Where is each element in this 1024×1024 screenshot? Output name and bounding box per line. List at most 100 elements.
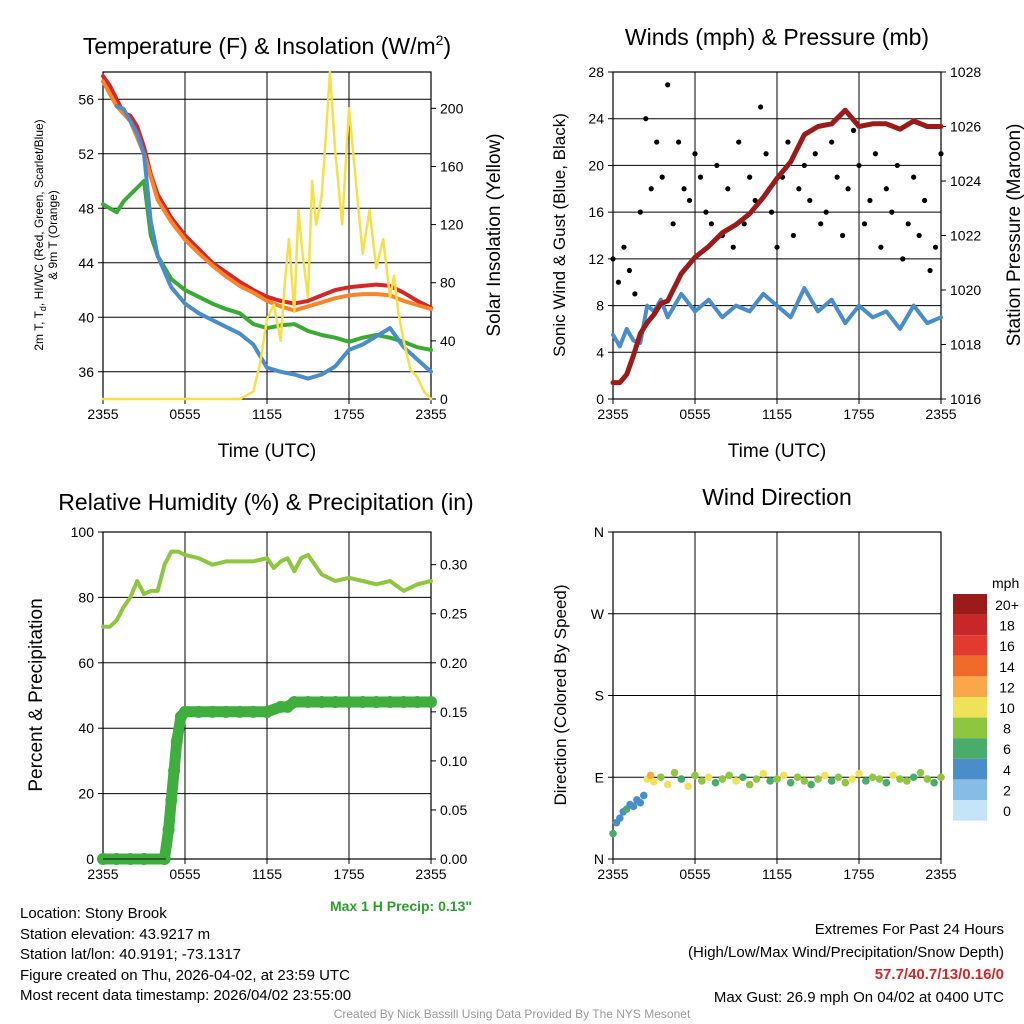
p3-y2-tick-label: 0.25 — [440, 606, 467, 622]
p4-direction-point — [930, 778, 938, 787]
p4-direction-point — [814, 775, 822, 783]
p2-frame — [612, 71, 942, 400]
p2-gust-point — [911, 174, 917, 180]
p2-gust-point — [856, 162, 862, 169]
p4-legend-swatch — [953, 717, 987, 739]
p4-direction-point — [827, 777, 836, 785]
p4-direction-point — [759, 769, 768, 778]
p4-legend-swatch — [953, 697, 987, 718]
p1-y-tick-label: 36 — [78, 364, 94, 380]
p1-x-tick-label: 0555 — [169, 406, 200, 422]
p2-y2-tick-label: 1018 — [950, 337, 981, 353]
extremes-subtitle: (High/Low/Max Wind/Precipitation/Snow De… — [688, 943, 1004, 961]
p3-y2-tick-label: 0.00 — [440, 851, 467, 867]
p4-direction-point — [841, 778, 850, 787]
p2-gust-point — [692, 151, 698, 157]
p3-frame — [102, 531, 432, 860]
p2-gust-point — [894, 162, 900, 169]
p4-direction-point — [639, 791, 648, 800]
p2-gust-point — [626, 267, 633, 274]
p2-gust-point — [905, 221, 911, 227]
p2-gust-point — [703, 209, 709, 215]
p2-gust-point — [747, 174, 753, 180]
p2-x-tick-label: 1755 — [843, 406, 874, 422]
p2-gust-point — [681, 186, 687, 192]
p4-legend-label: 14 — [999, 659, 1015, 675]
p1-frame — [102, 71, 432, 400]
p2-gust-point — [686, 197, 693, 204]
p3-precip-point — [425, 696, 437, 709]
p2-gust-point — [932, 244, 939, 250]
p4-direction-point — [629, 802, 638, 811]
p4-direction-point — [745, 780, 754, 789]
p4-direction-point — [773, 775, 781, 783]
p4-legend-label: 2 — [1003, 782, 1011, 798]
p2-gust-point — [823, 209, 829, 215]
p1-y2-tick-label: 0 — [440, 391, 448, 407]
p2-y2-tick-label: 1024 — [950, 173, 981, 189]
p2-gust-point — [621, 244, 627, 250]
p4-legend-swatch — [953, 738, 987, 759]
p4-direction-point — [663, 780, 672, 789]
p2-gust-point — [758, 104, 764, 110]
p3-max-precip-label: Max 1 H Precip: 0.13" — [330, 898, 472, 914]
p4-legend-label: 4 — [1003, 762, 1011, 778]
p2-gust-point — [659, 174, 665, 180]
p2-gust-point — [670, 221, 676, 227]
p1-ylabel-rest: , HI/WC (Red, Green, Scarlet/Blue) — [32, 119, 46, 306]
p1-x-tick-label: 1155 — [252, 406, 282, 422]
p2-series-0 — [611, 286, 943, 349]
p2-gust-point — [785, 139, 791, 145]
p1-y-tick-label: 40 — [78, 309, 94, 325]
p4-direction-point — [636, 798, 645, 807]
p2-x-tick-label: 0555 — [679, 406, 710, 422]
p3-x-tick-label: 0555 — [169, 866, 200, 882]
p3-precip-point — [165, 794, 178, 807]
p2-y-tick-label: 20 — [588, 157, 604, 173]
p2-y-tick-label: 28 — [588, 64, 604, 80]
p4-direction-point — [896, 775, 904, 783]
p3-precip-point — [356, 696, 369, 709]
p1-y-tick-label: 52 — [78, 146, 94, 162]
p4-direction-point — [691, 771, 699, 780]
p4-direction-point — [923, 775, 932, 783]
p4-legend-swatch — [953, 614, 987, 636]
p1-series-0 — [101, 74, 433, 310]
p2-gust-point — [643, 116, 649, 122]
p2-gust-point — [850, 127, 857, 133]
p4-y-tick-label: W — [591, 606, 605, 622]
p4-direction-point — [646, 771, 655, 780]
p4-y-tick-label: N — [594, 851, 604, 867]
p2-y-tick-label: 24 — [588, 111, 604, 127]
p3-precip-point — [220, 705, 232, 718]
extremes-values: 57.7/40.7/13/0.16/0 — [874, 966, 1004, 983]
p4-direction-point — [821, 771, 829, 780]
p2-gust-point — [714, 162, 720, 169]
p2-gust-point — [637, 209, 643, 215]
p2-gust-point — [697, 174, 704, 180]
p2-gust-point — [922, 197, 928, 204]
p3-precip-point — [397, 696, 410, 709]
p2-gust-point — [883, 186, 889, 192]
p1-series-1 — [101, 79, 433, 313]
p2-gust-point — [801, 162, 807, 169]
p3-series-0 — [101, 549, 433, 629]
p4-legend-label: 8 — [1003, 721, 1011, 737]
p2-gust-point — [845, 186, 851, 192]
p4-legend-label: 12 — [999, 679, 1015, 695]
p2-y-tick-label: 8 — [596, 298, 604, 314]
p4-direction-point — [752, 775, 761, 783]
p4-direction-point — [882, 778, 891, 787]
p3-precip-point — [411, 696, 424, 709]
p3-x-tick-label: 2355 — [415, 866, 446, 882]
p3-x-tick-label: 2355 — [87, 866, 118, 882]
p4-y-tick-label: S — [595, 688, 604, 704]
p1-title-superscript: 2 — [436, 32, 444, 48]
p3-precip-point — [261, 705, 273, 718]
p4-direction-point — [800, 777, 809, 785]
p4-y-tick-label: E — [595, 769, 604, 785]
p4-legend-title: mph — [992, 575, 1019, 591]
p3-precip-point — [370, 696, 383, 709]
p4-legend-swatch — [953, 655, 987, 677]
p4-direction-point — [609, 829, 617, 838]
